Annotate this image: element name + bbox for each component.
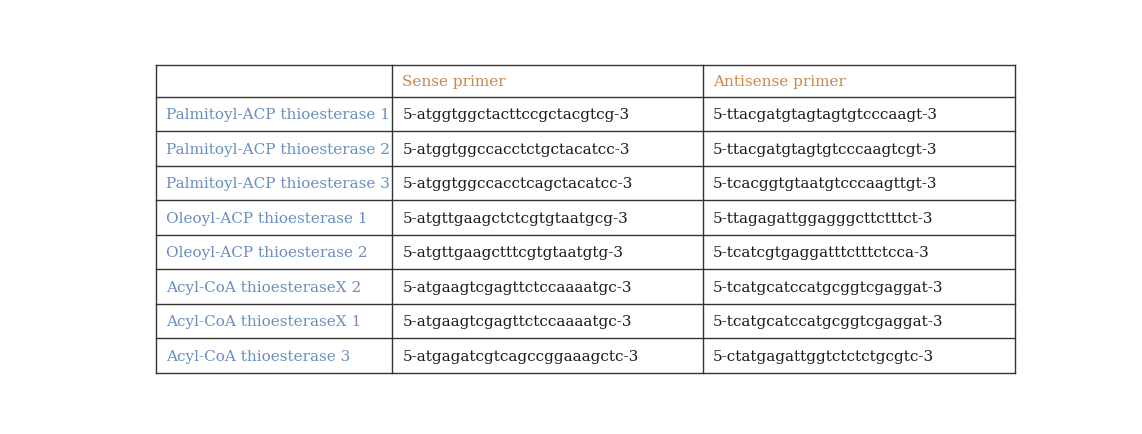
Text: 5-atgaagtcgagttctccaaaatgc-3: 5-atgaagtcgagttctccaaaatgc-3	[402, 280, 632, 294]
Text: 5-atgttgaagctctcgtgtaatgcg-3: 5-atgttgaagctctcgtgtaatgcg-3	[402, 211, 628, 225]
Text: 5-tcatgcatccatgcggtcgaggat-3: 5-tcatgcatccatgcggtcgaggat-3	[714, 280, 943, 294]
Text: Sense primer: Sense primer	[402, 75, 506, 89]
Text: 5-atggtggctacttccgctacgtcg-3: 5-atggtggctacttccgctacgtcg-3	[402, 108, 629, 122]
Text: 5-atgttgaagctttcgtgtaatgtg-3: 5-atgttgaagctttcgtgtaatgtg-3	[402, 246, 624, 260]
Text: Palmitoyl-ACP thioesterase 1: Palmitoyl-ACP thioesterase 1	[167, 108, 391, 122]
Text: 5-ttacgatgtagtagtgtcccaagt-3: 5-ttacgatgtagtagtgtcccaagt-3	[714, 108, 939, 122]
Text: 5-atggtggccacctctgctacatcc-3: 5-atggtggccacctctgctacatcc-3	[402, 142, 630, 156]
Text: Palmitoyl-ACP thioesterase 3: Palmitoyl-ACP thioesterase 3	[167, 177, 391, 191]
Text: Oleoyl-ACP thioesterase 1: Oleoyl-ACP thioesterase 1	[167, 211, 368, 225]
Text: 5-atgagatcgtcagccggaaagctc-3: 5-atgagatcgtcagccggaaagctc-3	[402, 349, 638, 363]
Text: 5-tcacggtgtaatgtcccaagttgt-3: 5-tcacggtgtaatgtcccaagttgt-3	[714, 177, 938, 191]
Text: Antisense primer: Antisense primer	[714, 75, 846, 89]
Text: 5-atggtggccacctcagctacatcc-3: 5-atggtggccacctcagctacatcc-3	[402, 177, 633, 191]
Text: Acyl-CoA thioesteraseX 2: Acyl-CoA thioesteraseX 2	[167, 280, 362, 294]
Text: Oleoyl-ACP thioesterase 2: Oleoyl-ACP thioesterase 2	[167, 246, 368, 260]
Text: Acyl-CoA thioesteraseX 1: Acyl-CoA thioesteraseX 1	[167, 314, 362, 328]
Text: 5-ttagagattggagggcttctttct-3: 5-ttagagattggagggcttctttct-3	[714, 211, 934, 225]
Text: Palmitoyl-ACP thioesterase 2: Palmitoyl-ACP thioesterase 2	[167, 142, 391, 156]
Text: Acyl-CoA thioesterase 3: Acyl-CoA thioesterase 3	[167, 349, 351, 363]
Text: 5-ctatgagattggtctctctgcgtc-3: 5-ctatgagattggtctctctgcgtc-3	[714, 349, 934, 363]
Text: 5-tcatgcatccatgcggtcgaggat-3: 5-tcatgcatccatgcggtcgaggat-3	[714, 314, 943, 328]
Text: 5-atgaagtcgagttctccaaaatgc-3: 5-atgaagtcgagttctccaaaatgc-3	[402, 314, 632, 328]
Text: 5-tcatcgtgaggatttctttctcca-3: 5-tcatcgtgaggatttctttctcca-3	[714, 246, 930, 260]
Text: 5-ttacgatgtagtgtcccaagtcgt-3: 5-ttacgatgtagtgtcccaagtcgt-3	[714, 142, 938, 156]
